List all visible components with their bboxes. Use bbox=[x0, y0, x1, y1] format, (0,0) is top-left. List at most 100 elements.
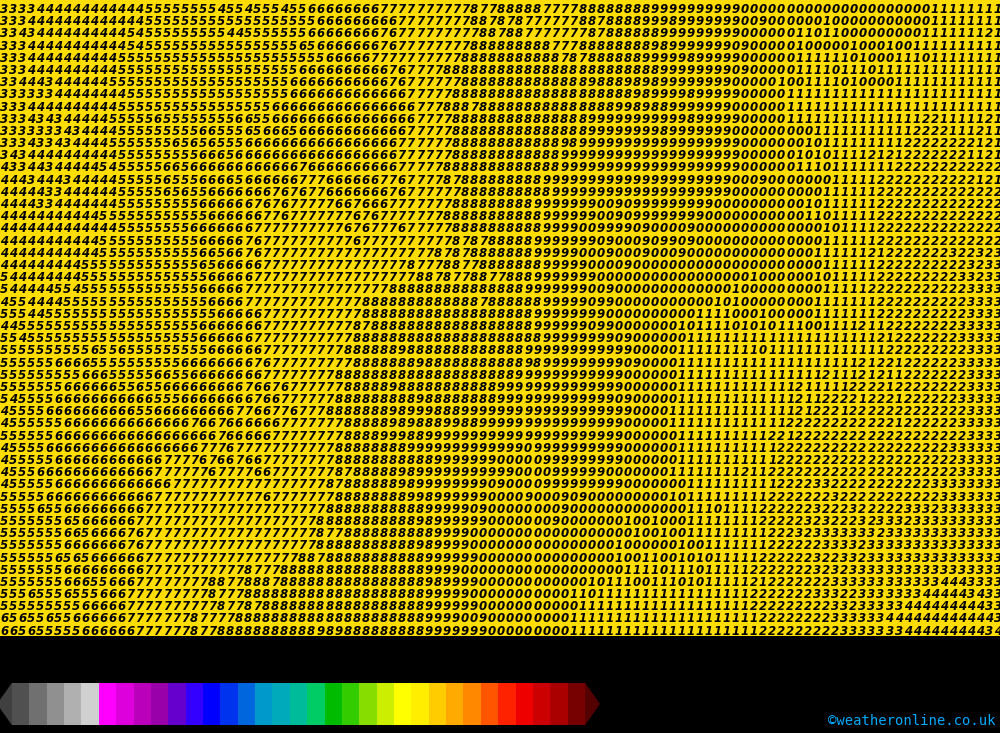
Text: 5: 5 bbox=[117, 198, 126, 211]
Text: 6: 6 bbox=[226, 393, 234, 406]
Text: 2: 2 bbox=[931, 369, 939, 382]
Text: 5: 5 bbox=[172, 345, 180, 357]
Text: 3: 3 bbox=[958, 490, 966, 504]
Text: 1: 1 bbox=[831, 161, 839, 174]
Text: 8: 8 bbox=[488, 40, 496, 53]
Text: 1: 1 bbox=[768, 442, 776, 455]
Text: 5: 5 bbox=[135, 100, 144, 114]
Text: 7: 7 bbox=[334, 332, 342, 345]
Text: 2: 2 bbox=[985, 210, 993, 224]
Text: 0: 0 bbox=[642, 271, 650, 284]
Text: 9: 9 bbox=[542, 259, 550, 272]
Text: 7: 7 bbox=[596, 15, 604, 29]
Text: 3: 3 bbox=[849, 564, 857, 577]
Text: 4: 4 bbox=[54, 100, 62, 114]
Text: 1: 1 bbox=[967, 52, 975, 65]
Text: 7: 7 bbox=[343, 295, 351, 309]
Text: 5: 5 bbox=[90, 259, 98, 272]
Text: 8: 8 bbox=[352, 588, 360, 601]
Text: 6: 6 bbox=[389, 89, 397, 101]
Text: 8: 8 bbox=[479, 150, 487, 162]
Text: 3: 3 bbox=[985, 284, 993, 296]
Text: 9: 9 bbox=[560, 454, 568, 467]
Text: 8: 8 bbox=[623, 27, 632, 40]
Text: 54: 54 bbox=[578, 731, 592, 733]
Text: 8: 8 bbox=[642, 27, 650, 40]
Text: 3: 3 bbox=[18, 100, 26, 114]
Text: 6: 6 bbox=[217, 332, 225, 345]
Text: 1: 1 bbox=[632, 564, 641, 577]
Text: 7: 7 bbox=[298, 259, 306, 272]
Text: 5: 5 bbox=[199, 186, 207, 199]
Text: 2: 2 bbox=[958, 222, 966, 235]
Text: 8: 8 bbox=[280, 588, 288, 601]
Text: 4: 4 bbox=[99, 89, 107, 101]
Text: 1: 1 bbox=[867, 271, 876, 284]
Text: 9: 9 bbox=[623, 186, 632, 199]
Text: 5: 5 bbox=[172, 64, 180, 77]
Text: 1: 1 bbox=[976, 113, 984, 126]
Text: 8: 8 bbox=[352, 381, 360, 394]
Text: 2: 2 bbox=[777, 430, 785, 443]
Text: 9: 9 bbox=[587, 454, 595, 467]
Text: 7: 7 bbox=[163, 600, 171, 614]
Text: 4: 4 bbox=[126, 15, 135, 29]
Text: 0: 0 bbox=[768, 198, 776, 211]
Text: 5: 5 bbox=[154, 161, 162, 174]
Text: 3: 3 bbox=[18, 40, 26, 53]
Text: 1: 1 bbox=[741, 625, 749, 638]
Text: 9: 9 bbox=[596, 186, 604, 199]
Text: 1: 1 bbox=[813, 150, 821, 162]
Text: 0: 0 bbox=[651, 259, 659, 272]
Text: 8: 8 bbox=[379, 588, 388, 601]
Text: 6: 6 bbox=[226, 284, 234, 296]
Text: 5: 5 bbox=[145, 284, 153, 296]
Text: 1: 1 bbox=[913, 52, 921, 65]
Text: 3: 3 bbox=[985, 503, 993, 516]
Text: 1: 1 bbox=[759, 479, 767, 491]
Text: 7: 7 bbox=[280, 527, 288, 540]
Text: 1: 1 bbox=[605, 588, 613, 601]
Text: 0: 0 bbox=[470, 503, 478, 516]
Text: 9: 9 bbox=[578, 150, 586, 162]
Text: 3: 3 bbox=[967, 418, 975, 430]
Text: 8: 8 bbox=[316, 576, 324, 589]
Text: 5: 5 bbox=[90, 576, 98, 589]
Text: 1: 1 bbox=[723, 320, 731, 333]
Text: 1: 1 bbox=[822, 89, 830, 101]
Text: 7: 7 bbox=[199, 539, 207, 553]
Text: 0: 0 bbox=[506, 515, 514, 528]
Text: 3: 3 bbox=[858, 527, 867, 540]
Text: 4: 4 bbox=[18, 284, 26, 296]
Text: 0: 0 bbox=[813, 174, 821, 187]
Text: 0: 0 bbox=[741, 295, 749, 309]
Text: 1: 1 bbox=[985, 40, 993, 53]
Text: 0: 0 bbox=[750, 284, 758, 296]
Text: 8: 8 bbox=[470, 345, 478, 357]
Text: 8: 8 bbox=[524, 186, 532, 199]
Text: 7: 7 bbox=[298, 418, 306, 430]
Text: 6: 6 bbox=[172, 137, 180, 150]
Text: 9: 9 bbox=[398, 466, 406, 479]
Text: 7: 7 bbox=[208, 454, 216, 467]
Text: 8: 8 bbox=[307, 576, 315, 589]
Text: 6: 6 bbox=[99, 625, 107, 638]
Text: 6: 6 bbox=[63, 527, 71, 540]
Text: 0: 0 bbox=[867, 3, 876, 16]
Text: 4: 4 bbox=[931, 613, 939, 625]
Text: 9: 9 bbox=[425, 503, 433, 516]
Text: 5: 5 bbox=[126, 247, 135, 259]
Text: 0: 0 bbox=[876, 40, 885, 53]
Text: 2: 2 bbox=[904, 210, 912, 224]
Text: 5: 5 bbox=[45, 345, 53, 357]
Text: 1: 1 bbox=[795, 345, 803, 357]
Text: 2: 2 bbox=[895, 454, 903, 467]
Text: 2: 2 bbox=[931, 137, 939, 150]
Text: 2: 2 bbox=[886, 150, 894, 162]
Text: 7: 7 bbox=[307, 247, 315, 259]
Text: 7: 7 bbox=[370, 271, 379, 284]
Text: 1: 1 bbox=[660, 527, 668, 540]
Text: 5: 5 bbox=[208, 76, 216, 89]
Text: 7: 7 bbox=[343, 356, 351, 369]
Text: 9: 9 bbox=[578, 454, 586, 467]
